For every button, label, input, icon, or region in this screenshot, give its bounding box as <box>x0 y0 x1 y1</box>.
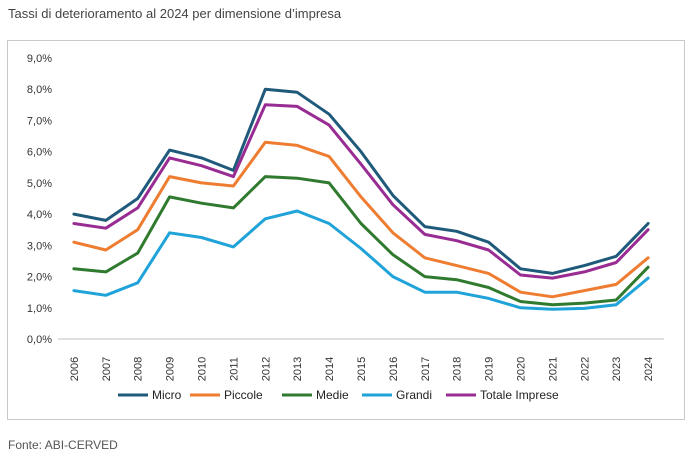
legend-label: Piccole <box>224 388 263 402</box>
x-tick-label: 2023 <box>611 357 623 381</box>
y-tick-label: 5,0% <box>27 178 52 190</box>
series-line-piccole <box>72 140 650 299</box>
x-tick-label: 2024 <box>643 357 655 381</box>
x-tick-label: 2008 <box>133 357 145 381</box>
series-line-medie <box>72 175 650 307</box>
x-tick-label: 2014 <box>324 357 336 381</box>
x-tick-label: 2010 <box>197 357 209 381</box>
y-tick-label: 4,0% <box>27 209 52 221</box>
line-chart: 0,0% 1,0% 2,0% 3,0% 4,0% 5,0% 6,0% 7,0% 8,0% 9,0%… <box>27 53 664 402</box>
y-tick-label: 7,0% <box>27 115 52 127</box>
legend-label: Micro <box>152 388 182 402</box>
y-tick-label: 3,0% <box>27 240 52 252</box>
y-tick-label: 8,0% <box>27 84 52 96</box>
x-tick-label: 2012 <box>260 357 272 381</box>
x-tick-label: 2007 <box>101 357 113 381</box>
x-tick-label: 2011 <box>228 357 240 381</box>
x-tick-label: 2020 <box>515 357 527 381</box>
x-tick-label: 2016 <box>388 357 400 381</box>
chart-frame: 0,0% 1,0% 2,0% 3,0% 4,0% 5,0% 6,0% 7,0% 8,0% 9,0%… <box>7 40 685 420</box>
page-title: Tassi di deterioramento al 2024 per dime… <box>8 6 342 21</box>
legend-label: Totale Imprese <box>480 388 559 402</box>
legend-label: Grandi <box>396 388 432 402</box>
series-line-micro <box>72 87 650 275</box>
x-tick-label: 2006 <box>69 357 81 381</box>
y-tick-label: 9,0% <box>27 53 52 65</box>
y-axis: 0,0% 1,0% 2,0% 3,0% 4,0% 5,0% 6,0% 7,0% 8,0% 9,0% <box>27 53 52 346</box>
x-tick-label: 2015 <box>356 357 368 381</box>
y-tick-label: 2,0% <box>27 272 52 284</box>
x-tick-label: 2013 <box>292 357 304 381</box>
x-tick-label: 2022 <box>579 357 591 381</box>
y-tick-label: 6,0% <box>27 147 52 159</box>
legend-label: Medie <box>316 388 349 402</box>
x-tick-label: 2018 <box>452 357 464 381</box>
source-note: Fonte: ABI-CERVED <box>8 438 118 452</box>
y-tick-label: 1,0% <box>27 303 52 315</box>
series-lines <box>72 87 650 311</box>
x-tick-label: 2017 <box>420 357 432 381</box>
series-line-grandi <box>72 209 650 311</box>
y-tick-label: 0,0% <box>27 334 52 346</box>
legend: Micro Piccole Medie Grandi Totale Imprese <box>118 388 559 402</box>
x-tick-label: 2009 <box>165 357 177 381</box>
x-tick-label: 2021 <box>547 357 559 381</box>
x-tick-label: 2019 <box>484 357 496 381</box>
series-line-totale-imprese <box>72 103 650 280</box>
x-axis: 2006 2007 2008 2009 2010 2011 2012 2013 2014 2015… <box>58 338 664 381</box>
